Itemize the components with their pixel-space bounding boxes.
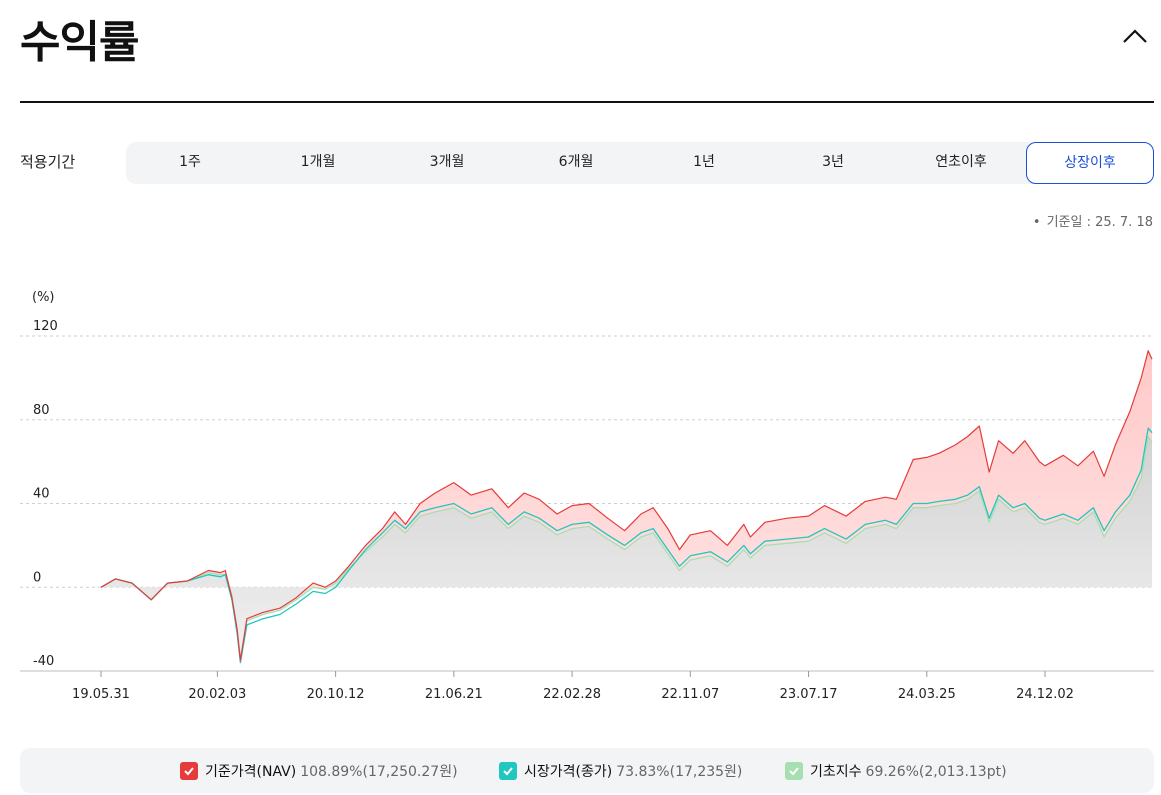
legend-label: 기준가격(NAV) [205,764,297,780]
legend-value: 108.89%(17,250.27원) [300,764,458,780]
tab-1y[interactable]: 1년 [693,154,715,170]
y-tick-label: 120 [33,319,58,334]
tab-since-listing[interactable]: 상장이후 [1026,142,1154,184]
base-date: • 기준일 : 25. 7. 18 [1032,215,1153,230]
base-date-text: 기준일 : 25. 7. 18 [1046,215,1153,230]
legend-label: 기초지수 [810,764,862,780]
legend-label: 시장가격(종가) [524,764,613,780]
tab-1m[interactable]: 1개월 [300,154,336,170]
index-area [101,436,1152,659]
tab-1w[interactable]: 1주 [179,154,201,170]
legend-item-market[interactable]: 시장가격(종가) 73.83%(17,235원) [499,761,742,781]
legend-value: 73.83%(17,235원) [616,764,743,780]
checkbox-icon[interactable] [785,762,803,780]
x-tick-label: 24.03.25 [898,687,956,702]
period-label: 적용기간 [20,153,76,171]
checkbox-icon[interactable] [499,762,517,780]
tab-ytd[interactable]: 연초이후 [935,154,987,170]
y-axis-unit: (%) [32,290,55,305]
x-tick-label: 22.02.28 [543,687,601,702]
y-tick-label: -40 [33,654,54,669]
x-tick-label: 22.11.07 [661,687,719,702]
series-line-0 [100,350,1153,662]
tab-3y[interactable]: 3년 [822,154,844,170]
series-line-2 [100,435,1153,660]
page-title: 수익률 [20,17,139,68]
x-tick-label: 23.07.17 [780,687,838,702]
y-tick-label: 0 [33,570,41,585]
tab-6m[interactable]: 6개월 [558,154,594,170]
y-tick-label: 80 [33,403,50,418]
x-tick-label: 24.12.02 [1016,687,1074,702]
chart-legend: 기준가격(NAV) 108.89%(17,250.27원) 시장가격(종가) 73.… [20,748,1154,793]
return-chart: (%) 120 80 40 0 -40 19.05.31 20.02.03 20.10.12 21… [20,290,1154,702]
tab-3m[interactable]: 3개월 [429,154,465,170]
legend-item-nav[interactable]: 기준가격(NAV) 108.89%(17,250.27원) [180,761,458,781]
y-tick-label: 40 [33,487,50,502]
x-tick-label: 20.10.12 [307,687,365,702]
legend-value: 69.26%(2,013.13pt) [865,764,1007,780]
series-line-1 [100,427,1153,664]
x-tick-label: 19.05.31 [72,687,130,702]
legend-item-index[interactable]: 기초지수 69.26%(2,013.13pt) [785,761,1007,781]
checkbox-icon[interactable] [180,762,198,780]
chevron-up-icon [1123,29,1147,43]
x-tick-label: 20.02.03 [188,687,246,702]
x-tick-label: 21.06.21 [425,687,483,702]
title-divider [20,101,1154,103]
collapse-button[interactable] [1118,20,1152,50]
period-tabs: 1주 1개월 3개월 6개월 1년 3년 연초이후 상장이후 [126,142,1154,184]
